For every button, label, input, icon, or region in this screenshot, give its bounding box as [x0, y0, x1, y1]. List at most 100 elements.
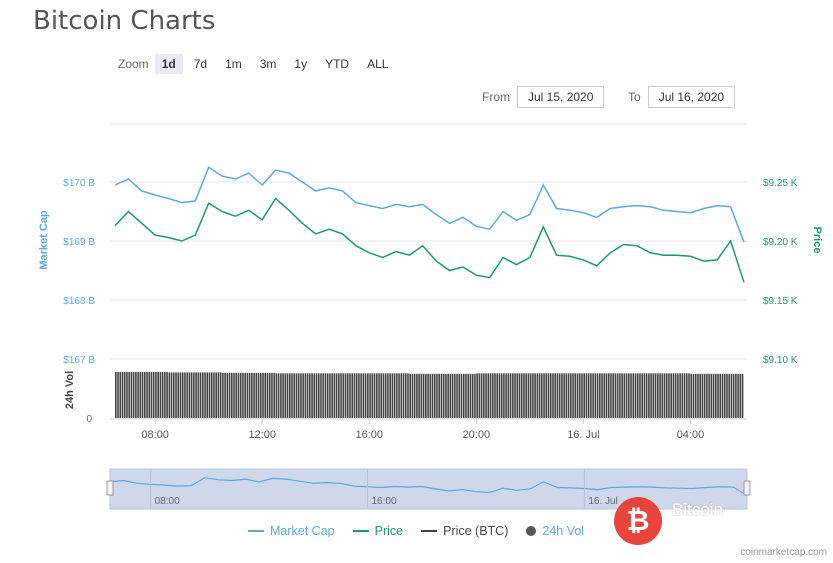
right-axis-tick-label: $9.15 K — [763, 296, 798, 307]
volume-bar — [478, 373, 481, 418]
volume-bar — [641, 373, 643, 418]
volume-bar — [449, 373, 452, 418]
volume-bar — [115, 371, 117, 418]
navigator-right-handle[interactable] — [743, 480, 751, 496]
volume-bar — [710, 373, 713, 418]
volume-bar — [262, 372, 264, 418]
navigator-series-line — [109, 477, 748, 497]
volume-bar — [253, 372, 255, 418]
zoom-1d-button[interactable]: 1d — [154, 54, 183, 74]
volume-bar — [525, 373, 528, 418]
right-axis-tick-label: $9.25 K — [763, 178, 798, 189]
volume-bar — [565, 373, 568, 418]
volume-dot-icon — [526, 526, 537, 536]
volume-bar — [668, 373, 670, 418]
bitcoin-logo-icon: ₿ — [614, 497, 662, 545]
volume-bar — [601, 373, 603, 418]
volume-bar — [652, 373, 655, 418]
volume-bar — [150, 371, 153, 418]
volume-bar — [255, 372, 258, 418]
volume-bar — [703, 373, 706, 418]
volume-bar — [527, 373, 530, 418]
volume-bar — [219, 372, 222, 418]
legend-price-btc[interactable]: Price (BTC) — [421, 524, 508, 538]
volume-bar — [625, 373, 628, 418]
volume-bar — [391, 373, 394, 418]
from-date-input[interactable]: Jul 15, 2020 — [517, 86, 605, 108]
to-date-input[interactable]: Jul 16, 2020 — [647, 86, 736, 108]
volume-bar — [425, 373, 427, 418]
navigator-tick-label: 16:00 — [372, 496, 397, 507]
volume-bar — [514, 373, 516, 418]
volume-bar — [442, 373, 445, 418]
volume-bar — [603, 373, 606, 418]
volume-bar — [175, 372, 177, 418]
volume-bar — [471, 373, 474, 418]
volume-bar — [686, 373, 688, 418]
volume-bar — [645, 373, 648, 418]
volume-bar — [411, 373, 414, 418]
volume-bar — [650, 373, 652, 418]
volume-bar — [726, 373, 728, 418]
volume-bar — [599, 373, 601, 418]
volume-bar — [536, 373, 539, 418]
volume-bar — [362, 373, 365, 418]
volume-bar — [469, 373, 472, 418]
volume-bar — [503, 373, 505, 418]
volume-bar — [429, 373, 432, 418]
volume-bar — [313, 373, 316, 418]
volume-bar — [282, 373, 284, 418]
volume-bar — [409, 373, 412, 418]
zoom-3m-button[interactable]: 3m — [259, 57, 277, 71]
legend-price[interactable]: Price — [352, 524, 403, 538]
volume-bar — [338, 373, 340, 418]
right-axis-tick-label: $9.10 K — [763, 355, 798, 366]
volume-bar — [266, 372, 269, 418]
volume-bar — [574, 373, 577, 418]
volume-bar — [201, 372, 204, 418]
volume-bar — [375, 373, 378, 418]
zoom-7d-button[interactable]: 7d — [193, 57, 208, 71]
left-axis-title: Market Cap — [38, 210, 50, 270]
legend-market-cap[interactable]: Market Cap — [248, 524, 335, 538]
volume-bar — [141, 371, 144, 418]
source-credit[interactable]: coinmarketcap.com — [740, 547, 827, 558]
volume-bar — [697, 373, 699, 418]
legend-volume[interactable]: 24h Vol — [526, 524, 584, 538]
volume-bar — [152, 371, 155, 418]
volume-bar — [690, 373, 693, 418]
volume-bar — [715, 373, 717, 418]
zoom-all-button[interactable]: ALL — [367, 57, 389, 71]
volume-bar — [692, 373, 695, 418]
volume-bar — [248, 372, 251, 418]
volume-bar — [554, 373, 557, 418]
volume-bar — [246, 372, 249, 418]
zoom-1m-button[interactable]: 1m — [225, 57, 242, 71]
volume-bar — [549, 373, 552, 418]
zoom-1y-button[interactable]: 1y — [294, 57, 308, 71]
volume-bar — [487, 373, 490, 418]
volume-bar — [306, 373, 309, 418]
volume-bar — [143, 371, 146, 418]
navigator-left-handle[interactable] — [106, 480, 114, 496]
volume-bar — [273, 372, 275, 418]
volume-bar — [616, 373, 619, 418]
volume-bar — [284, 373, 287, 418]
volume-bar — [465, 373, 467, 418]
price-line — [114, 197, 745, 283]
zoom-ytd-button[interactable]: YTD — [325, 57, 350, 71]
legend-price-btc-label: Price (BTC) — [443, 524, 509, 538]
volume-bar — [534, 373, 536, 418]
volume-bar — [204, 372, 206, 418]
volume-bar — [230, 372, 233, 418]
volume-bar — [480, 373, 483, 418]
volume-bar — [498, 373, 501, 418]
bitcoin-symbol: ₿ — [626, 505, 650, 536]
volume-bar — [623, 373, 626, 418]
volume-bar — [210, 372, 213, 418]
volume-bar — [380, 373, 383, 418]
volume-bar — [351, 373, 354, 418]
volume-bar — [324, 373, 327, 418]
navigator-tick-label: 16. Jul — [588, 496, 617, 507]
